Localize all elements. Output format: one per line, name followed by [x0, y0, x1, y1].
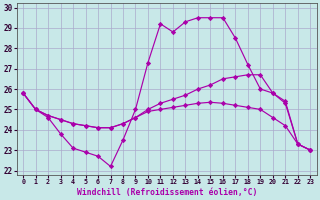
X-axis label: Windchill (Refroidissement éolien,°C): Windchill (Refroidissement éolien,°C) [76, 188, 257, 197]
